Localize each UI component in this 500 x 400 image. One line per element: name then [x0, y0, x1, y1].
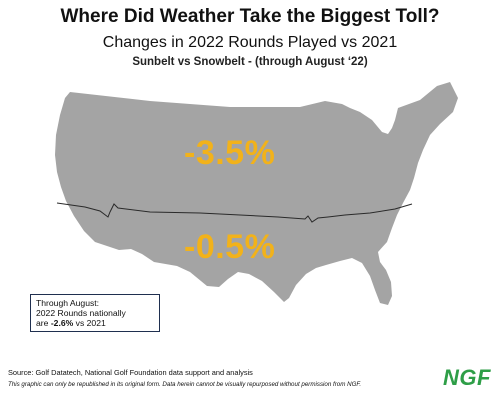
snowbelt-change-value: -3.5% [184, 134, 276, 172]
sunbelt-change-value: -0.5% [184, 228, 276, 266]
note-line-3-post: vs 2021 [73, 318, 106, 328]
page-subsubtitle: Sunbelt vs Snowbelt - (through August ‘2… [132, 56, 368, 68]
note-national-value: -2.6% [50, 318, 74, 328]
ngf-logo: NGF [443, 365, 491, 390]
page-subtitle: Changes in 2022 Rounds Played vs 2021 [102, 34, 398, 51]
note-line-1: Through August: [36, 298, 100, 308]
note-line-2: 2022 Rounds nationally [36, 308, 126, 318]
source-text: Source: Golf Datatech, National Golf Fou… [8, 368, 253, 377]
national-note-box: Through August: 2022 Rounds nationally a… [30, 294, 160, 332]
disclaimer-text: This graphic can only be republished in … [8, 381, 362, 388]
note-line-3-pre: are [36, 318, 51, 328]
page-title: Where Did Weather Take the Biggest Toll? [60, 6, 440, 27]
note-line-3: are -2.6% vs 2021 [36, 318, 154, 328]
sunbelt-snowbelt-divider [56, 202, 413, 223]
us-map-shape [55, 82, 458, 305]
